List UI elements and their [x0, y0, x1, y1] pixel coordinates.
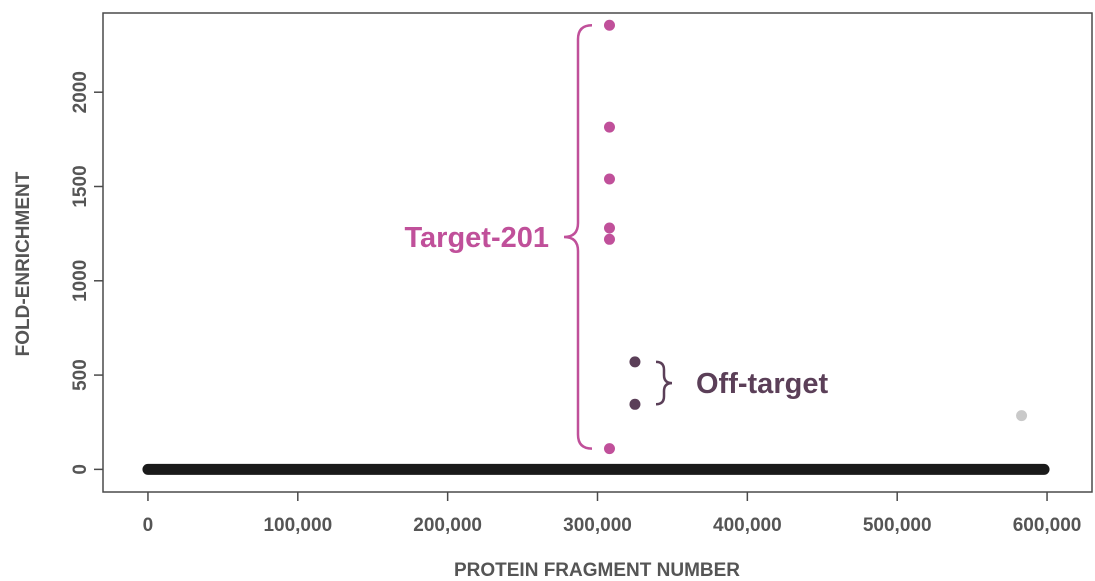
- y-axis-title: FOLD-ENRICHMENT: [13, 171, 34, 356]
- target-label: Target-201: [404, 222, 549, 254]
- x-axis-title: PROTEIN FRAGMENT NUMBER: [454, 560, 740, 581]
- x-tick-label: 400,000: [713, 515, 782, 536]
- target-point: [603, 19, 615, 31]
- y-tick-label: 0: [70, 464, 91, 475]
- y-tick-label: 2000: [70, 71, 91, 113]
- x-axis: 0 100,000 200,000 300,000 400,000 500,000 600,…: [143, 492, 1082, 536]
- y-axis: 0 500 1000 1500 2000: [70, 71, 103, 475]
- x-tick-label: 300,000: [563, 515, 632, 536]
- x-tick-label: 200,000: [413, 515, 482, 536]
- x-tick-label: 0: [143, 515, 154, 536]
- target-bracket: [563, 24, 593, 450]
- annotations: Target-201 Off-target: [404, 24, 828, 450]
- points-layer: [603, 19, 1028, 455]
- y-tick-label: 500: [70, 359, 91, 391]
- y-tick-label: 1500: [70, 165, 91, 207]
- x-tick-label: 600,000: [1013, 515, 1082, 536]
- off-target-bracket: [655, 360, 673, 406]
- target-point: [603, 121, 615, 133]
- target-point: [603, 443, 615, 455]
- plot-frame: [102, 12, 1093, 493]
- x-tick-label: 500,000: [863, 515, 932, 536]
- x-tick-label: 100,000: [263, 515, 332, 536]
- y-tick-label: 1000: [70, 260, 91, 302]
- target-point: [603, 173, 615, 185]
- off-target-point: [629, 398, 641, 410]
- target-point: [603, 233, 615, 245]
- target-point: [603, 222, 615, 234]
- off-target-point: [629, 356, 641, 368]
- off-target-label: Off-target: [696, 368, 828, 400]
- other-point: [1016, 410, 1028, 422]
